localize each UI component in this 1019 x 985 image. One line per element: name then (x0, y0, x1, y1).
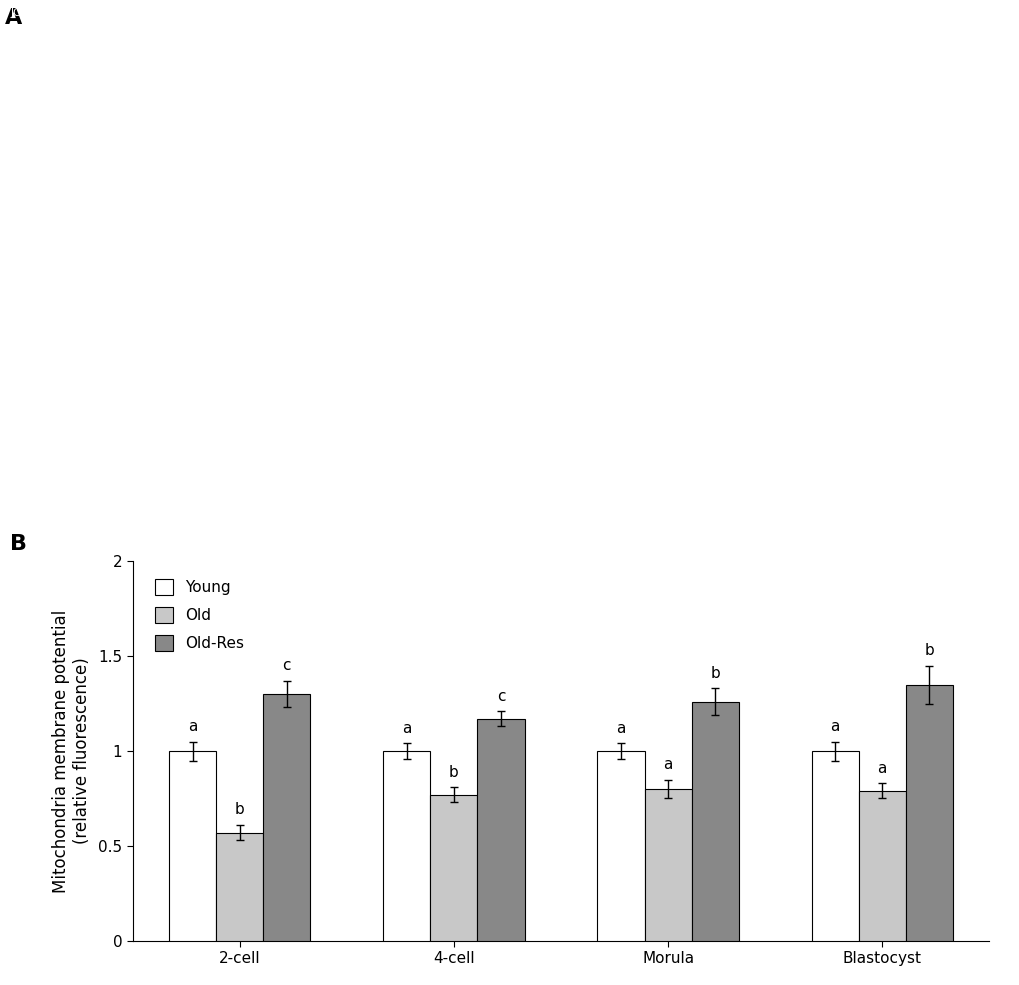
Bar (691, 701, 738, 941)
Text: JC1-monomer: JC1-monomer (689, 8, 760, 18)
Text: b: b (709, 666, 719, 681)
Bar (216, 832, 263, 941)
Text: a: a (662, 756, 673, 772)
Text: a: a (615, 721, 625, 736)
Bar (263, 694, 310, 941)
Bar (811, 751, 858, 941)
Bar (644, 789, 691, 941)
Text: JC1-aggregate: JC1-aggregate (780, 8, 853, 18)
Bar (169, 751, 216, 941)
Bar (430, 795, 477, 941)
Bar (383, 751, 430, 941)
Text: Old: Old (506, 504, 533, 519)
Text: Young: Young (161, 504, 206, 519)
Bar (477, 719, 524, 941)
Text: Old-Res: Old-Res (826, 504, 886, 519)
Bar (905, 685, 952, 941)
Text: a: a (829, 719, 839, 734)
Text: B: B (10, 534, 28, 554)
Text: 2-cell: 2-cell (8, 49, 21, 83)
Text: Blastocyst: Blastocyst (8, 428, 21, 493)
Text: Merge: Merge (213, 8, 246, 18)
Text: b: b (923, 643, 933, 658)
Text: JC1-aggregate: JC1-aggregate (101, 8, 174, 18)
Bar (858, 791, 905, 941)
Text: JC1-monomer: JC1-monomer (350, 8, 421, 18)
Text: a: a (187, 719, 197, 734)
Text: c: c (282, 658, 290, 674)
Text: A: A (5, 8, 22, 28)
Text: c: c (496, 689, 504, 703)
Bar (597, 751, 644, 941)
Text: JC1-monomer: JC1-monomer (10, 8, 82, 18)
Text: Merge: Merge (552, 8, 585, 18)
Text: b: b (448, 764, 459, 779)
Text: a: a (876, 760, 887, 776)
Text: 4-cell: 4-cell (8, 180, 21, 215)
Y-axis label: Mitochondria membrane potential
(relative fluorescence): Mitochondria membrane potential (relativ… (52, 610, 91, 892)
Text: a: a (401, 721, 411, 736)
Text: Morula: Morula (8, 308, 21, 351)
Legend: Young, Old, Old-Res: Young, Old, Old-Res (149, 573, 251, 658)
Text: JC1-aggregate: JC1-aggregate (440, 8, 514, 18)
Text: b: b (234, 803, 245, 818)
Text: Merge: Merge (892, 8, 924, 18)
